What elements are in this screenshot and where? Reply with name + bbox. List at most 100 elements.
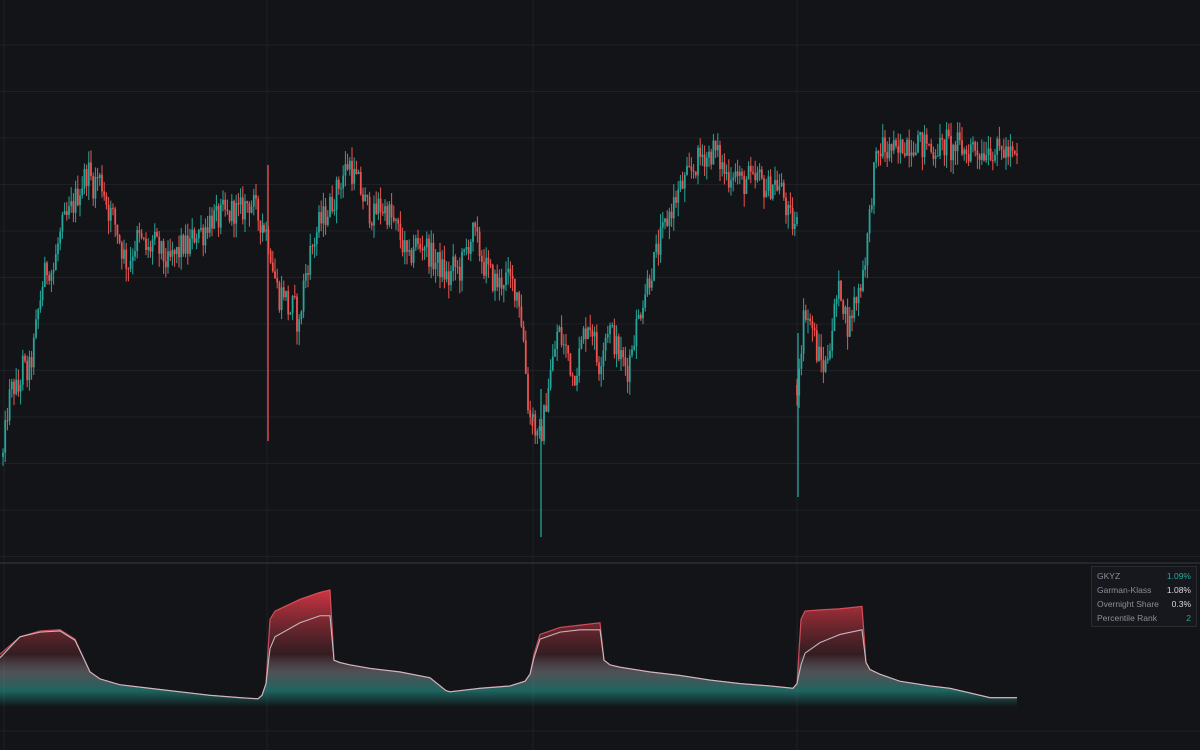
candle-body (129, 260, 132, 269)
candle-body (222, 199, 224, 205)
candle-body (760, 169, 763, 179)
candle-body (899, 139, 902, 153)
price-candles (2, 122, 1018, 537)
candle-body (763, 178, 765, 198)
candle-body (425, 238, 428, 248)
candle-body (351, 160, 353, 184)
info-label: Garman-Klass (1097, 585, 1152, 595)
candle-body (61, 214, 64, 232)
candle-body (35, 319, 37, 338)
info-row-overnight-share: Overnight Share 0.3% (1092, 597, 1196, 611)
candle-body (101, 174, 103, 192)
candle-body (848, 315, 851, 337)
candle-body (688, 165, 691, 167)
candle-body (758, 169, 761, 173)
candle-body (112, 207, 114, 209)
candle-body (589, 327, 592, 331)
candle-body (679, 180, 682, 190)
candle-body (348, 160, 351, 170)
candle-body (547, 388, 550, 412)
candle-body (46, 262, 48, 276)
candle-body (534, 414, 537, 436)
candle-body (280, 287, 283, 310)
candle-body (653, 251, 655, 281)
candle-body (721, 162, 724, 170)
candle-body (384, 206, 386, 214)
candle-body (118, 235, 121, 243)
candle-body (362, 194, 364, 202)
candle-body (191, 229, 194, 239)
candle-body (659, 227, 662, 255)
candle-body (368, 196, 371, 224)
candle-body (906, 139, 908, 156)
candle-body (463, 249, 466, 252)
candle-body (917, 135, 919, 153)
candle-body (980, 153, 983, 160)
volatility-info-panel: GKYZ 1.09% Garman-Klass 1.08% Overnight … (1091, 566, 1197, 627)
candle-body (881, 137, 884, 157)
candle-body (233, 201, 235, 224)
candle-body (989, 148, 992, 161)
candle-body (278, 282, 281, 310)
candle-body (609, 325, 611, 335)
candle-body (397, 219, 400, 224)
candle-body (263, 225, 265, 232)
candle-body (941, 137, 944, 140)
candle-body (244, 201, 246, 220)
candle-body (87, 162, 90, 187)
candle-body (377, 198, 380, 215)
candle-body (743, 175, 746, 195)
candle-body (30, 357, 33, 368)
candle-body (480, 255, 483, 262)
candle-body (32, 337, 35, 368)
candle-body (160, 241, 163, 254)
candle-body (57, 243, 59, 255)
candle-body (637, 314, 640, 319)
candle-body (540, 426, 543, 441)
candle-body (436, 252, 439, 263)
candle-body (24, 355, 26, 361)
candle-body (224, 199, 227, 210)
candle-body (359, 172, 362, 195)
candle-body (237, 203, 240, 205)
candle-body (392, 217, 395, 221)
candle-body (511, 275, 514, 279)
candle-body (668, 211, 671, 226)
candle-body (298, 319, 301, 332)
candle-body (85, 169, 88, 187)
candle-body (68, 206, 70, 216)
candle-body (296, 296, 298, 332)
candle-body (864, 265, 867, 270)
candle-body (219, 204, 222, 228)
candle-body (202, 227, 205, 246)
candle-body (1000, 145, 1003, 150)
candle-body (602, 350, 605, 367)
candle-body (657, 243, 660, 255)
candle-body (235, 203, 238, 224)
candle-body (529, 410, 532, 417)
candle-body (375, 203, 378, 215)
candle-body (180, 235, 183, 258)
candle-body (15, 379, 18, 395)
candle-body (543, 405, 545, 441)
candle-body (472, 222, 474, 242)
candle-body (527, 373, 529, 411)
candle-body (421, 248, 424, 251)
candle-body (98, 174, 101, 178)
candle-body (719, 145, 721, 170)
candle-body (412, 247, 415, 263)
candle-body (261, 225, 264, 233)
candle-body (417, 238, 419, 244)
candle-body (965, 149, 968, 154)
candle-body (754, 173, 757, 181)
info-value: 2 (1186, 613, 1191, 623)
candle-body (877, 151, 880, 154)
candle-body (635, 318, 638, 347)
candle-body (536, 430, 539, 436)
candle-body (910, 152, 913, 156)
candle-body (617, 336, 620, 360)
candle-body (353, 168, 356, 184)
candle-body (855, 297, 858, 304)
candle-body (567, 345, 570, 354)
